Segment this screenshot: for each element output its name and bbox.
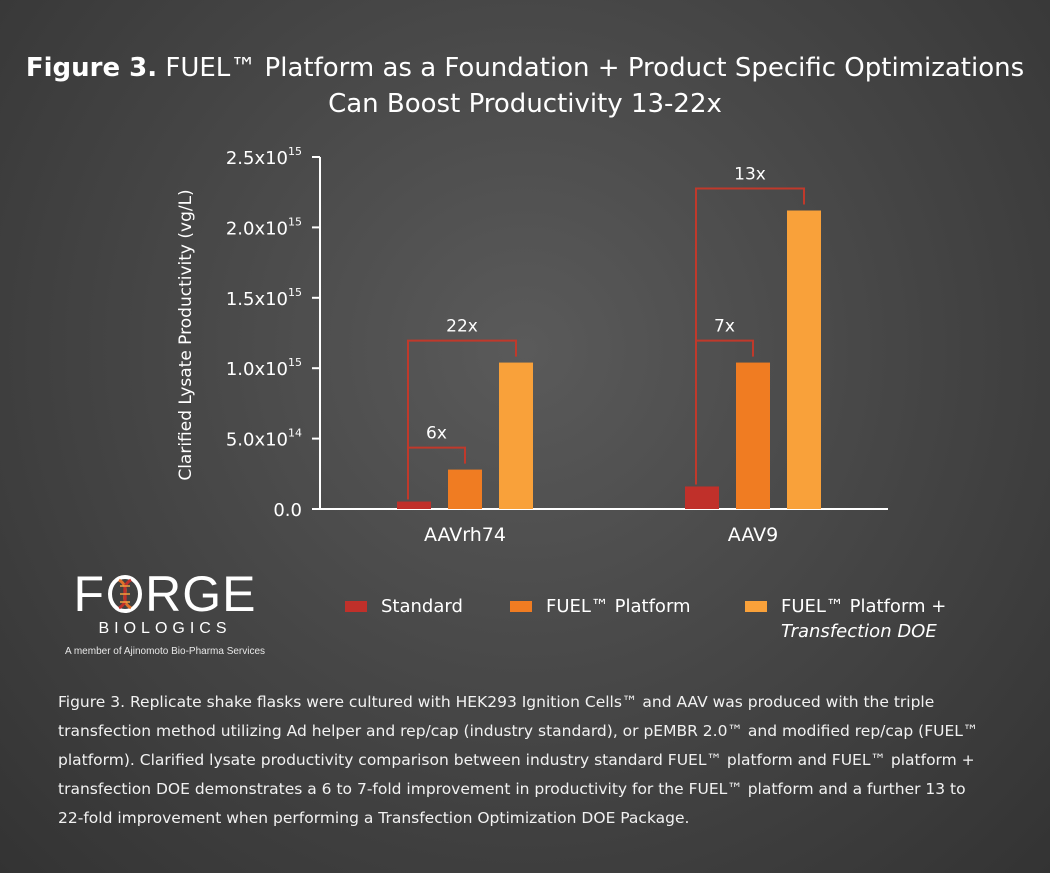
legend-swatch-fuel (510, 601, 532, 612)
y-tick-label-exponent: 15 (288, 215, 302, 228)
x-tick-label: AAV9 (728, 524, 778, 546)
logo-tagline: A member of Ajinomoto Bio-Pharma Service… (64, 646, 266, 657)
logo-subtitle: BIOLOGICS (98, 620, 232, 637)
chart-bars (397, 210, 821, 509)
fold-change-bracket (695, 187, 805, 485)
y-tick-label-base: 1.5x10 (226, 289, 288, 310)
title-figure-label: Figure 3. (25, 53, 158, 83)
bar-chart: 0.05.0x10141.0x10151.5x10152.0x10152.5x1… (176, 145, 821, 546)
legend-item-standard: Standard (345, 594, 463, 619)
y-tick-label-base: 2.0x10 (226, 218, 288, 239)
legend-label-fuel-doe-line2: Transfection DOE (781, 621, 937, 642)
fold-change-bracket (407, 339, 517, 500)
legend-label-fuel-doe: FUEL™ Platform + Transfection DOE (781, 594, 946, 644)
legend-item-fuel-doe: FUEL™ Platform + Transfection DOE (745, 594, 946, 644)
legend-swatch-standard (345, 601, 367, 612)
y-tick-label: 2.0x1015 (226, 215, 302, 239)
y-tick-label-exponent: 14 (288, 427, 302, 440)
figure-title: Figure 3. FUEL™ Platform as a Foundation… (0, 50, 1050, 122)
y-tick-label-base: 1.0x10 (226, 359, 288, 380)
fold-change-label: 13x (734, 165, 766, 185)
legend-item-fuel: FUEL™ Platform (510, 594, 691, 619)
y-tick-label: 5.0x1014 (226, 427, 302, 451)
y-tick-label-base: 2.5x10 (226, 148, 288, 169)
dna-helix-icon (108, 575, 143, 613)
bar-aav9-fuel-doe (787, 210, 821, 509)
fold-change-label: 6x (426, 424, 447, 444)
logo-wordmark: F RGE (60, 568, 270, 620)
x-tick-label: AAVrh74 (424, 524, 506, 546)
figure-caption: Figure 3. Replicate shake flasks were cu… (58, 688, 993, 833)
legend-swatch-fuel-doe (745, 601, 767, 612)
forge-biologics-logo: F RGE BIOLOGICS A member of Ajinomoto Bi… (60, 568, 270, 657)
y-tick-label: 1.0x1015 (226, 356, 302, 380)
bar-aavrh74-fuel-doe (499, 362, 533, 509)
chart-annotations (407, 187, 805, 500)
fold-change-label: 7x (714, 317, 735, 337)
title-line-1: Figure 3. FUEL™ Platform as a Foundation… (0, 50, 1050, 86)
fold-change-label: 22x (446, 317, 478, 337)
bar-aavrh74-fuel (448, 469, 482, 509)
y-tick-label-exponent: 15 (288, 356, 302, 369)
y-tick-label-exponent: 15 (288, 286, 302, 299)
logo-letters-rge: RGE (145, 566, 257, 622)
legend-label-fuel: FUEL™ Platform (546, 596, 691, 617)
chart-labels: 0.05.0x10141.0x10151.5x10152.0x10152.5x1… (176, 145, 778, 546)
bar-aavrh74-standard (397, 501, 431, 509)
y-tick-label-base: 5.0x10 (226, 430, 288, 451)
legend-label-fuel-doe-line1: FUEL™ Platform + (781, 596, 947, 617)
caption-text: Replicate shake flasks were cultured wit… (58, 693, 979, 827)
title-text-1: FUEL™ Platform as a Foundation + Product… (165, 53, 1025, 83)
logo-letter-f: F (73, 566, 106, 622)
y-tick-label-base: 0.0 (273, 500, 302, 521)
y-axis-label: Clarified Lysate Productivity (vg/L) (176, 189, 196, 480)
legend-label-standard: Standard (381, 596, 463, 617)
title-line-2: Can Boost Productivity 13-22x (328, 89, 722, 119)
y-tick-label-exponent: 15 (288, 145, 302, 158)
chart-legend: Standard FUEL™ Platform FUEL™ Platform +… (345, 594, 985, 654)
bar-aav9-standard (685, 486, 719, 509)
y-tick-label: 2.5x1015 (226, 145, 302, 169)
caption-label: Figure 3. (58, 693, 126, 711)
bar-aav9-fuel (736, 362, 770, 509)
y-tick-label: 1.5x1015 (226, 286, 302, 310)
y-tick-label: 0.0 (273, 500, 302, 521)
